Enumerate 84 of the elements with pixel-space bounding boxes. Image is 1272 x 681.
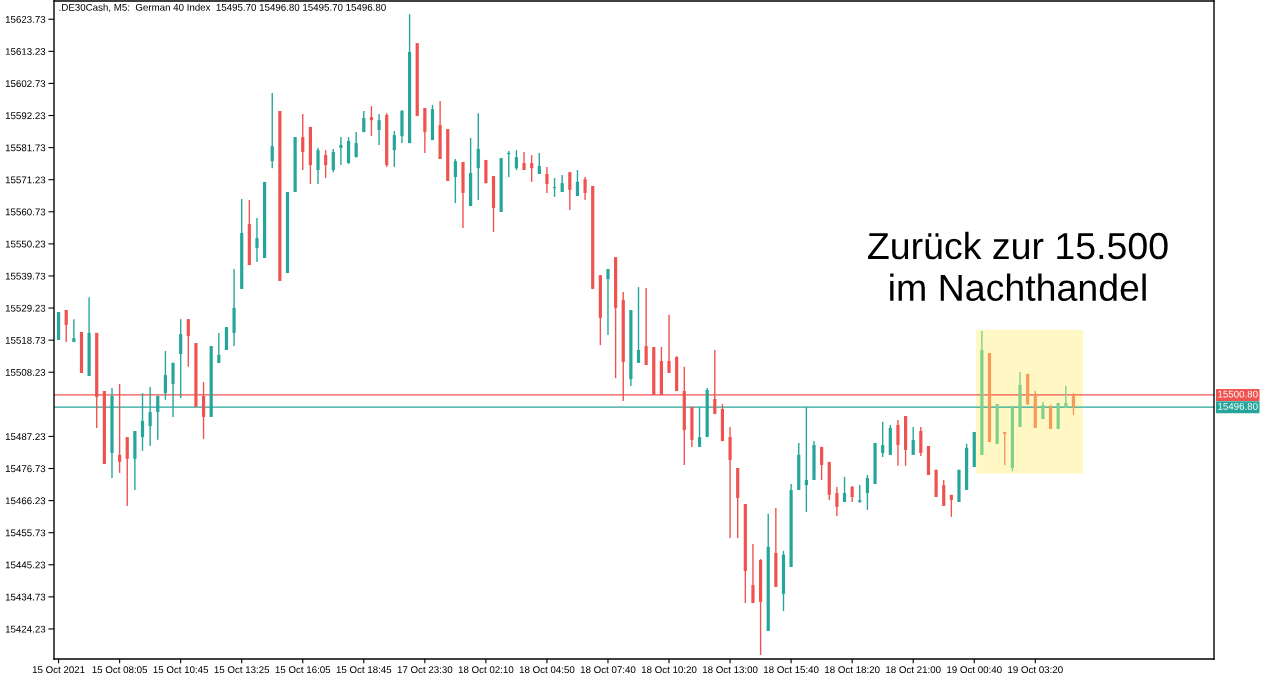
x-tick-label: 18 Oct 13:00 — [702, 666, 758, 674]
y-tick-label: 15550.23 — [5, 240, 46, 248]
candlestick — [896, 419, 900, 467]
candlestick — [911, 426, 915, 456]
candlestick — [575, 169, 580, 197]
x-tick-label: 18 Oct 15:40 — [764, 666, 819, 674]
y-tick-label: 15560.73 — [5, 208, 46, 216]
candlestick — [728, 426, 732, 539]
candlestick — [606, 268, 610, 336]
x-tick-label: 19 Oct 03:20 — [1008, 666, 1063, 674]
candlestick — [377, 113, 381, 146]
x-tick-label: 15 Oct 13:25 — [214, 666, 270, 674]
y-tick-label: 15445.23 — [5, 561, 46, 569]
candlestick — [881, 421, 885, 458]
x-tick-label: 15 Oct 18:45 — [336, 666, 392, 674]
candlestick — [583, 176, 587, 201]
ref-line-label: 15496.80 — [1218, 402, 1258, 410]
candlestick — [537, 152, 541, 175]
y-tick-label: 15518.73 — [5, 336, 46, 344]
candlestick — [820, 446, 824, 481]
x-tick-label: 18 Oct 02:10 — [458, 666, 514, 674]
y-tick-label: 15592.23 — [5, 112, 46, 120]
y-tick-label: 15581.73 — [5, 144, 46, 152]
y-tick-label: 15466.23 — [5, 497, 46, 505]
y-tick-label: 15529.23 — [5, 304, 46, 312]
x-tick-label: 19 Oct 00:40 — [947, 666, 1002, 674]
candlestick — [186, 318, 190, 368]
candlestick — [64, 309, 68, 343]
x-tick-label: 15 Oct 2021 — [32, 666, 85, 674]
candlestick — [514, 149, 519, 171]
y-tick-label: 15508.23 — [5, 368, 46, 376]
y-tick-label: 15623.73 — [5, 15, 46, 23]
candlestick — [942, 479, 946, 507]
annotation: Zurück zur 15.500 im Nachthandel — [868, 231, 1168, 302]
y-tick-label: 15613.23 — [5, 48, 46, 55]
y-tick-label: 15571.23 — [5, 176, 46, 184]
candlestick — [835, 486, 839, 517]
y-tick-label: 15434.73 — [5, 593, 46, 601]
candlestick — [552, 177, 557, 198]
y-tick-label: 15539.73 — [5, 272, 46, 280]
x-tick-label: 18 Oct 18:20 — [825, 666, 880, 674]
x-tick-label: 15 Oct 16:05 — [275, 666, 331, 674]
candlestick — [270, 92, 274, 169]
candlestick — [919, 426, 923, 457]
y-tick-label: 15602.73 — [5, 80, 46, 88]
candlestick — [217, 332, 221, 364]
x-tick-label: 18 Oct 21:00 — [886, 666, 941, 674]
candlestick — [301, 113, 305, 171]
y-tick-label: 15455.73 — [5, 529, 46, 537]
candlestick — [354, 131, 358, 158]
candlestick — [1071, 392, 1076, 416]
x-tick-label: 15 Oct 08:05 — [92, 666, 148, 674]
candlestick — [842, 476, 847, 503]
candlestick — [324, 149, 328, 179]
y-tick-label: 15476.73 — [5, 465, 46, 473]
y-tick-label: 15487.23 — [5, 433, 46, 441]
candlestick — [331, 148, 335, 173]
candlestick — [568, 171, 572, 211]
ref-line-label: 15500.80 — [1218, 390, 1258, 398]
candlestick — [751, 543, 755, 604]
y-tick-label: 15424.23 — [5, 625, 46, 633]
candlestick — [1048, 404, 1053, 430]
chart-title: .DE30Cash, M5: German 40 Index 15495.70 15496.80 15495.70 15496.80 — [59, 3, 386, 12]
candlestick — [339, 136, 343, 166]
candlestick — [636, 286, 641, 364]
candlestick — [667, 314, 671, 374]
candlestick — [125, 436, 129, 507]
candlestick — [644, 287, 648, 366]
x-tick-label: 18 Oct 10:20 — [641, 666, 697, 674]
x-tick-label: 17 Oct 23:30 — [397, 666, 453, 674]
candlestick — [545, 166, 549, 194]
x-tick-label: 18 Oct 07:40 — [580, 666, 636, 674]
candlestick — [316, 147, 320, 185]
candlestick — [476, 112, 480, 201]
candlestick — [255, 217, 259, 263]
x-tick-label: 15 Oct 10:45 — [153, 666, 209, 674]
candlestick — [453, 158, 457, 204]
candlestick — [865, 474, 870, 511]
candlestick — [346, 136, 351, 165]
candlestick — [369, 105, 374, 137]
x-tick-label: 18 Oct 04:50 — [519, 666, 575, 674]
candlestick — [179, 318, 183, 399]
candlestick — [392, 130, 396, 168]
candlestick — [163, 350, 168, 401]
